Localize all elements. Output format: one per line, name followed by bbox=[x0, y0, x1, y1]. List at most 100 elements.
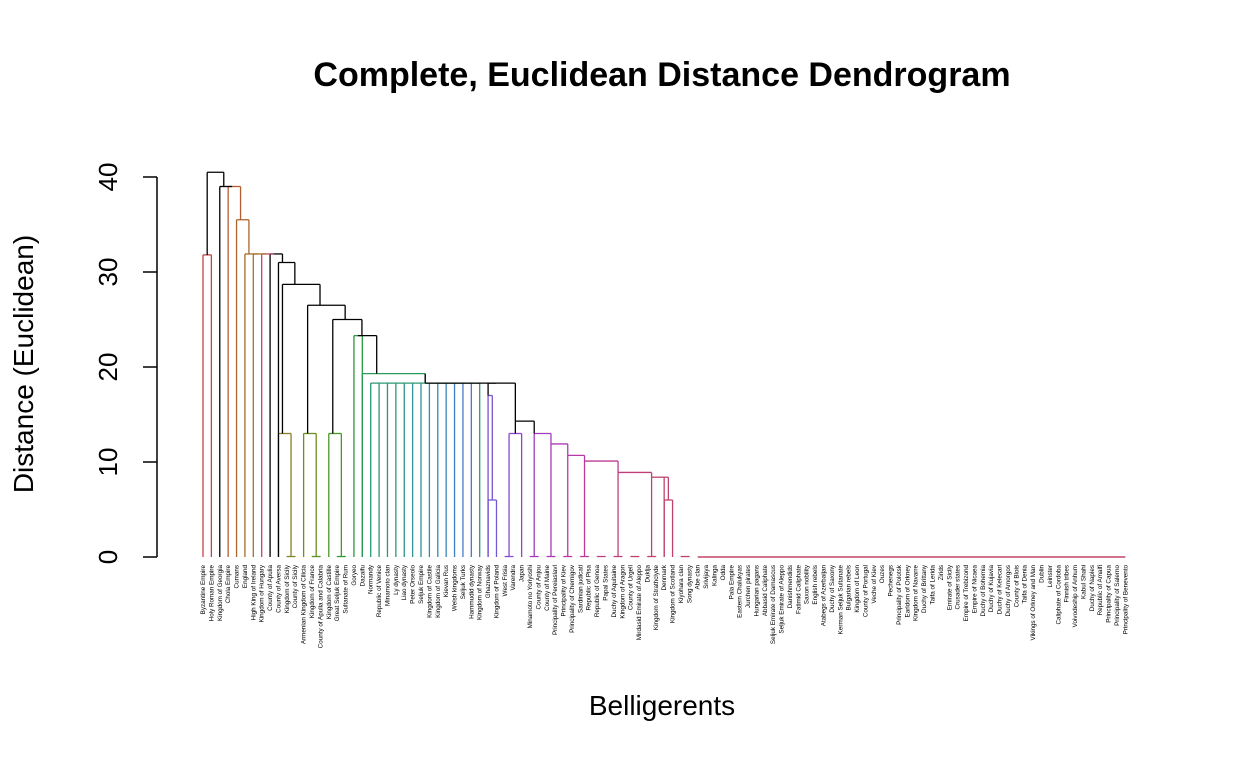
leaf-label: Duchy of Amorgos bbox=[1005, 565, 1012, 616]
leaf-label: Kingdom of Galicia bbox=[435, 565, 442, 618]
leaf-label: Principality of Kiev bbox=[561, 564, 568, 616]
leaf-label: Papal States bbox=[602, 565, 609, 601]
leaf-label: Varendra bbox=[510, 565, 517, 591]
leaf-label: Danishmendids bbox=[787, 565, 794, 608]
y-tick-label: 20 bbox=[93, 353, 123, 382]
leaf-label: Duchy of Kelecari bbox=[997, 565, 1004, 614]
leaf-label: Ghaznavids bbox=[485, 565, 492, 598]
leaf-label: Kingdom of Castile bbox=[426, 565, 433, 618]
leaf-label: Kingdom of Sicily bbox=[284, 564, 291, 613]
leaf-label: Kingdom of Poland bbox=[493, 565, 500, 619]
leaf-label: Zirids bbox=[938, 565, 945, 580]
leaf-label: Abe clan bbox=[695, 565, 702, 590]
leaf-label: Republic of Genoa bbox=[594, 565, 601, 618]
leaf-label: Byzantine Empire bbox=[200, 565, 207, 615]
leaf-label: Denmark bbox=[661, 564, 668, 590]
leaf-label: Pala Empire bbox=[728, 565, 735, 600]
leaf-label: High King of Ireland bbox=[250, 565, 257, 621]
leaf-label: Seljuk Turks bbox=[460, 565, 467, 599]
leaf-label: Kabul Shahi bbox=[1080, 565, 1087, 599]
leaf-label: County of Anjou bbox=[535, 565, 542, 610]
leaf-label: Kingdom of Navarre bbox=[913, 565, 920, 621]
leaf-label: Kievan Rus bbox=[443, 565, 450, 597]
leaf-label: Duchy of Naples bbox=[1089, 565, 1096, 611]
leaf-label: Kerman Seljuk Sultanate bbox=[837, 565, 844, 635]
leaf-label: Saxon nobility bbox=[804, 564, 811, 604]
leaf-label: Sultanate of Rum bbox=[343, 565, 350, 614]
leaf-label: County of Aversa bbox=[275, 565, 282, 613]
y-tick-label: 0 bbox=[93, 550, 123, 564]
leaf-label: Normandy bbox=[368, 564, 375, 594]
leaf-label: Bulgarian rebels bbox=[846, 565, 853, 611]
leaf-label: Leinster bbox=[1047, 565, 1054, 587]
leaf-label: Armenian Kingdom of Cilicia bbox=[301, 565, 308, 645]
leaf-label: Odda bbox=[720, 565, 727, 581]
leaf-label: Emirate of Sicily bbox=[946, 564, 953, 610]
leaf-label: Goryeo bbox=[351, 565, 358, 586]
leaf-label: Caliphate of Cordoba bbox=[1055, 565, 1062, 625]
leaf-label: Kingdom of Scotland bbox=[670, 565, 677, 624]
leaf-label: Duklja bbox=[644, 565, 651, 583]
leaf-label: County of Blois bbox=[1013, 565, 1020, 607]
leaf-label: Welsh kingdoms bbox=[452, 565, 459, 611]
leaf-label: Duchy of Saxony bbox=[829, 564, 836, 612]
leaf-label: Republic of Venice bbox=[376, 565, 383, 618]
leaf-label: Jurchen pirates bbox=[745, 565, 752, 608]
leaf-label: Atabegs of Azerbaijan bbox=[820, 565, 827, 627]
leaf-label: Mirdasid Emirate of Aleppo bbox=[636, 565, 643, 641]
leaf-label: Hungarian pagans bbox=[753, 565, 760, 616]
leaf-label: Empire of Nicaea bbox=[971, 565, 978, 614]
leaf-label: Eastern Chalukyas bbox=[737, 565, 744, 618]
leaf-label: Duchy of Aquitaine bbox=[611, 565, 618, 618]
leaf-label: County of Apulia and Calabria bbox=[317, 565, 324, 649]
leaf-label: Vikings of Orkney and Man bbox=[1030, 565, 1037, 641]
leaf-label: Holy Roman Empire bbox=[208, 565, 215, 622]
leaf-label: Veche of Kiev bbox=[871, 564, 878, 603]
leaf-label: Kingdom of Norway bbox=[477, 564, 484, 620]
y-tick-label: 10 bbox=[93, 448, 123, 477]
y-tick-label: 30 bbox=[93, 258, 123, 287]
leaf-label: Seljuk Empire bbox=[418, 565, 425, 604]
leaf-label: Voivodeship of Anhum bbox=[1072, 565, 1079, 627]
leaf-label: Sardinian judicati bbox=[577, 565, 584, 613]
leaf-label: Earldom of Orkney bbox=[904, 564, 911, 617]
leaf-label: Principality of Chernigov bbox=[569, 564, 576, 633]
leaf-label: Seljuk Emirate of Damascus bbox=[770, 565, 777, 644]
leaf-label: Kingdom of Strathclyde bbox=[653, 565, 660, 631]
leaf-label: Dublin bbox=[1039, 565, 1046, 583]
leaf-label: Abbasid Caliphate bbox=[762, 565, 769, 617]
leaf-label: Crusader states bbox=[955, 565, 962, 609]
leaf-label: Principality of Polotsk bbox=[896, 564, 903, 625]
leaf-label: County of Sicily bbox=[292, 564, 299, 608]
leaf-label: Kingdom of Hungary bbox=[259, 564, 266, 622]
leaf-label: Kingdom of Castille bbox=[326, 565, 333, 620]
x-axis-label: Belligerents bbox=[588, 690, 736, 721]
leaf-label: Finnish tribes bbox=[1064, 565, 1071, 602]
leaf-label: Republic of Amalfi bbox=[1097, 565, 1104, 615]
leaf-label: Kingdom of France bbox=[309, 565, 316, 619]
leaf-label: Fatimid Caliphate bbox=[795, 565, 802, 614]
leaf-label: Dazaifu bbox=[359, 565, 366, 587]
leaf-label: Republic of Pisa bbox=[586, 565, 593, 611]
leaf-label: Chola Empire bbox=[225, 565, 232, 604]
leaf-label: County of Maine bbox=[544, 565, 551, 611]
leaf-label: Taifa of Lerida bbox=[929, 565, 936, 605]
leaf-label: English rebels bbox=[812, 565, 819, 605]
chart-title: Complete, Euclidean Distance Dendrogram bbox=[313, 56, 1011, 94]
leaf-label: Ly dynasty bbox=[393, 564, 400, 595]
leaf-label: Song dynasty bbox=[686, 564, 693, 603]
leaf-label: Principality of Capua bbox=[1106, 565, 1113, 623]
leaf-label: Cumans bbox=[234, 565, 241, 588]
leaf-label: Kalinga bbox=[711, 565, 718, 587]
leaf-label: Minamoto no Yoriyoshi bbox=[527, 565, 534, 628]
leaf-label: Kingdom of Leon bbox=[854, 565, 861, 613]
leaf-label: County of Urgell bbox=[628, 565, 635, 610]
leaf-label: Pechenegs bbox=[888, 565, 895, 597]
leaf-label: County of Portugal bbox=[862, 565, 869, 617]
leaf-label: Ouzes bbox=[879, 565, 886, 583]
leaf-label: Srivijaya bbox=[703, 565, 710, 589]
leaf-label: Duchy of Bohemia bbox=[980, 565, 987, 617]
leaf-label: Duchy of Kujavia bbox=[988, 565, 995, 613]
